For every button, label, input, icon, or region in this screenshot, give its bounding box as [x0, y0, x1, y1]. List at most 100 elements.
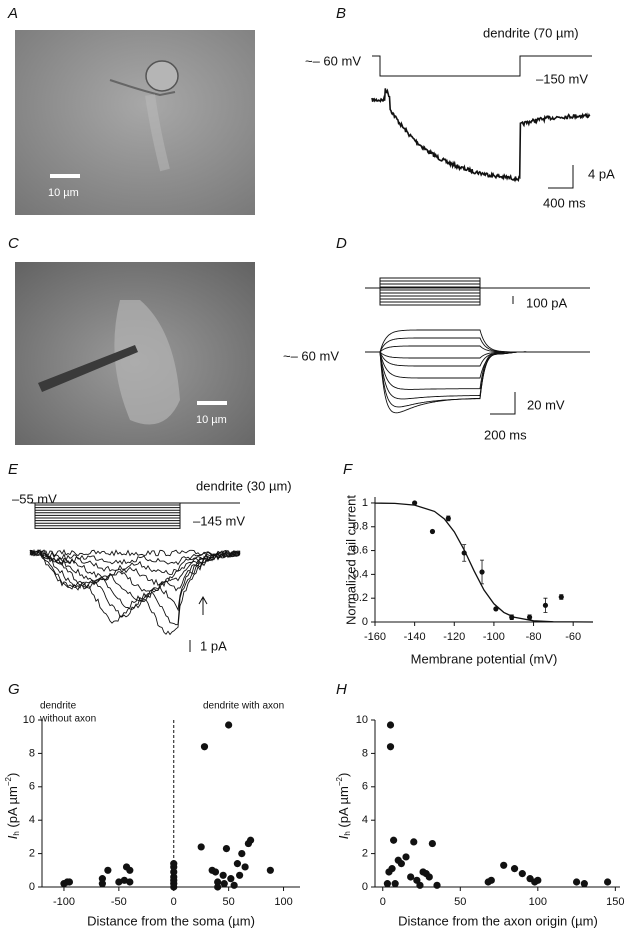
y-tick-label: 2	[362, 848, 368, 860]
panel-label: E	[8, 461, 19, 478]
data-point	[534, 876, 542, 884]
scale-label: 400 ms	[543, 195, 586, 210]
data-point	[390, 836, 398, 844]
cell	[114, 300, 180, 425]
data-point	[493, 606, 499, 612]
scale-label: 200 ms	[484, 427, 527, 442]
data-point	[397, 860, 405, 868]
annotation: ~– 60 mV	[283, 348, 339, 363]
y-tick-label: 0	[29, 881, 35, 893]
y-tick-label: 8	[362, 747, 368, 759]
x-tick-label: 0	[380, 896, 386, 908]
fit-line	[374, 502, 594, 623]
x-axis-label: Distance from the soma (µm)	[87, 913, 255, 928]
y-tick-label: 4	[362, 814, 368, 826]
annotation: ~– 60 mV	[305, 53, 361, 68]
data-point	[211, 868, 220, 876]
axis	[374, 497, 593, 623]
x-tick-label: 50	[223, 896, 235, 908]
scale-bar-label: 10 µm	[196, 414, 227, 426]
data-point	[388, 865, 396, 873]
scale-label: 20 mV	[527, 397, 565, 412]
data-point	[236, 871, 244, 879]
trace	[365, 345, 590, 353]
data-point	[200, 743, 209, 751]
protocol-step	[34, 503, 181, 529]
trace	[29, 549, 241, 626]
data-point	[487, 876, 495, 884]
x-tick-label: 150	[606, 896, 624, 908]
data-point	[407, 873, 415, 881]
traces	[365, 329, 590, 414]
scale-bar	[548, 165, 574, 189]
annotation: dendrite	[40, 701, 77, 712]
panel-label: A	[7, 5, 18, 22]
data-point	[433, 881, 441, 889]
x-tick-label: 0	[171, 896, 177, 908]
y-tick-label: 10	[356, 714, 368, 726]
y-tick-label: 2	[29, 848, 35, 860]
annotation: dendrite with axon	[203, 701, 284, 712]
y-tick-label: 0.4	[353, 568, 368, 580]
x-axis-label: Distance from the axon origin (µm)	[398, 913, 598, 928]
trace	[29, 549, 241, 557]
data-point	[558, 594, 564, 600]
data-point	[214, 878, 222, 886]
y-tick-label: 8	[29, 747, 35, 759]
y-tick-label: 0.8	[353, 521, 368, 533]
soma	[145, 60, 179, 92]
data-point	[500, 861, 508, 869]
panel-label: F	[343, 461, 353, 478]
panel-label: B	[336, 5, 346, 22]
data-point	[230, 881, 238, 889]
data-point	[386, 721, 395, 729]
y-tick-label: 0	[362, 616, 368, 628]
data-point	[98, 875, 106, 883]
data-point	[580, 880, 588, 888]
trace	[365, 329, 590, 353]
panel-label: D	[336, 235, 347, 252]
micrograph	[15, 30, 255, 215]
data-point	[170, 868, 178, 876]
x-tick-label: -50	[111, 896, 127, 908]
y-tick-label: 6	[29, 781, 35, 793]
trace	[365, 351, 590, 359]
protocol-step	[379, 288, 481, 306]
data-point	[603, 878, 612, 886]
annotation: dendrite (30 µm)	[196, 478, 292, 493]
data-point	[429, 528, 436, 535]
y-tick-label: 4	[29, 814, 35, 826]
data-point	[572, 878, 581, 886]
data-point	[225, 721, 233, 729]
data-point	[220, 880, 228, 888]
x-axis-label: Membrane potential (mV)	[411, 651, 558, 666]
axis	[374, 720, 620, 888]
x-tick-label: -100	[53, 896, 75, 908]
trace	[371, 88, 591, 183]
data-point	[266, 866, 274, 874]
data-point	[518, 870, 526, 878]
arrow	[198, 595, 208, 615]
y-tick-label: 0.6	[353, 544, 368, 556]
scale-bar	[490, 392, 516, 415]
annotation: –145 mV	[193, 513, 245, 528]
panel-label: H	[336, 681, 347, 698]
data-point	[246, 836, 255, 844]
y-axis-label: Normalized tail current	[343, 495, 358, 625]
scale-label: 4 pA	[588, 166, 615, 181]
data-point	[126, 866, 134, 874]
x-tick-label: -120	[443, 631, 465, 643]
scale-label: 100 pA	[526, 295, 568, 310]
x-tick-label: 100	[274, 896, 292, 908]
protocol-step	[379, 288, 481, 297]
data-point	[402, 853, 410, 861]
data-point	[120, 876, 128, 884]
data-point	[219, 871, 227, 879]
trace	[365, 337, 590, 353]
protocol	[365, 277, 590, 306]
protocol	[372, 55, 592, 77]
data-point	[479, 569, 485, 575]
data-point	[383, 880, 392, 888]
x-tick-label: -80	[526, 631, 542, 643]
